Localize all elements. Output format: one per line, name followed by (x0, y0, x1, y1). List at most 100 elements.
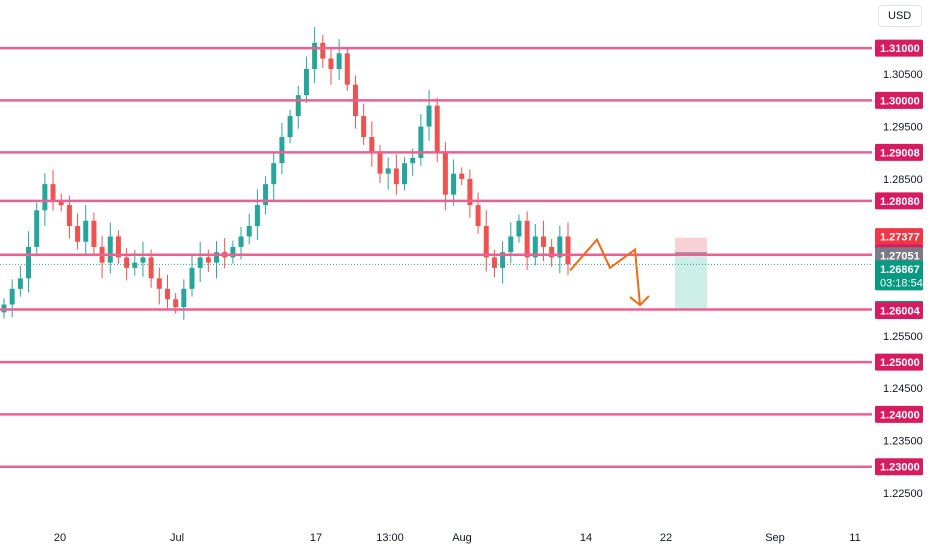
candle (181, 279, 187, 320)
candle (271, 152, 277, 200)
candle (532, 223, 538, 266)
y-axis-ticks: 1.30500 1.29500 1.28500 1.25500 1.24500 1.235… (883, 69, 923, 500)
x-tick-label: Aug (452, 532, 472, 544)
price-badge-value: 1.27377 (880, 232, 920, 244)
price-badges: 1.31000 1.30000 1.29008 1.28080 1.27377 1.270… (875, 39, 923, 476)
horizontal-levels[interactable] (0, 46, 872, 468)
price-badge: 1.25000 (875, 353, 923, 371)
candle (385, 157, 391, 190)
x-axis-ticks: 20 Jul 17 13:00 Aug 14 22 Sep 11 (54, 532, 861, 544)
price-badge: 1.23000 (875, 458, 923, 476)
y-tick-label: 1.30500 (883, 69, 923, 81)
candle (344, 47, 350, 91)
candle (508, 222, 514, 264)
candle (75, 213, 81, 250)
candle (516, 214, 522, 243)
price-badge-value: 1.28080 (880, 196, 920, 208)
candle (279, 122, 285, 175)
candle (230, 240, 236, 264)
price-badge: 1.30000 (875, 91, 923, 109)
candle (426, 89, 432, 141)
candle (393, 154, 399, 196)
y-tick-label: 1.22500 (883, 488, 923, 500)
candle (320, 34, 326, 68)
x-tick-label: 13:00 (376, 532, 404, 544)
candle (336, 39, 342, 80)
price-badge-value: 1.24000 (880, 409, 920, 421)
candle (549, 239, 555, 267)
stop-loss-zone[interactable] (675, 237, 707, 253)
price-badge-value: 1.23000 (880, 462, 920, 474)
price-badge: 1.27377 (875, 228, 923, 246)
projection-path (569, 237, 650, 307)
candle (254, 189, 260, 241)
price-badge: 1.24000 (875, 405, 923, 423)
candle (369, 121, 375, 167)
candle (475, 192, 481, 234)
candle (9, 279, 15, 318)
candle (83, 205, 89, 256)
candle (451, 159, 457, 206)
projection-arrowhead (629, 295, 650, 307)
candle (483, 210, 489, 272)
candle (263, 176, 269, 215)
price-badge-value: 1.25000 (880, 357, 920, 369)
x-tick-label: Sep (765, 532, 785, 544)
y-tick-label: 1.29500 (883, 122, 923, 134)
countdown-timer: 03:18:54 (880, 277, 923, 289)
price-badge-value: 1.29008 (880, 147, 920, 159)
x-tick-label: 14 (580, 532, 592, 544)
candle (377, 144, 383, 184)
candle (467, 169, 473, 218)
candle (164, 274, 170, 311)
price-badge: 1.28080 (875, 192, 923, 210)
candle (197, 241, 203, 283)
candle (565, 222, 571, 276)
price-badge: 1.29008 (875, 143, 923, 161)
candle (205, 249, 211, 273)
candle (189, 255, 195, 297)
candle (107, 222, 113, 274)
take-profit-zone[interactable] (675, 252, 707, 310)
candle (287, 109, 293, 144)
candle (140, 241, 146, 277)
projection-zigzag[interactable] (569, 237, 641, 306)
price-badge-value: 1.27051 (880, 251, 920, 263)
x-tick-label: 20 (54, 532, 66, 544)
price-badge: 1.31000 (875, 39, 923, 57)
price-badge-value: 1.26867 (880, 264, 920, 276)
candle (99, 235, 105, 279)
position-zones (675, 237, 707, 310)
candle (42, 173, 48, 227)
y-tick-label: 1.28500 (883, 174, 923, 186)
candle (402, 156, 408, 191)
candle (115, 230, 121, 264)
candle (361, 103, 367, 145)
candle (459, 167, 465, 186)
candle (312, 27, 318, 84)
candle (246, 213, 252, 245)
x-tick-label: Jul (170, 532, 184, 544)
x-tick-label: 11 (849, 532, 860, 544)
candle (500, 241, 506, 284)
candle (34, 202, 40, 257)
candle (214, 241, 220, 279)
x-tick-label: 22 (660, 532, 672, 544)
candle (26, 231, 32, 293)
candle (58, 193, 64, 212)
candlesticks (1, 27, 571, 320)
candle (303, 56, 309, 104)
candle (156, 267, 162, 305)
y-tick-label: 1.23500 (883, 436, 923, 448)
price-badge-value: 1.26004 (880, 306, 921, 318)
candle (222, 238, 228, 269)
price-badge-value: 1.31000 (880, 43, 920, 55)
currency-button[interactable]: USD (878, 5, 922, 27)
candle (66, 195, 72, 239)
candle (295, 85, 301, 129)
y-tick-label: 1.24500 (883, 383, 923, 395)
price-badge: 1.27051 (875, 247, 923, 265)
candle (17, 265, 23, 297)
